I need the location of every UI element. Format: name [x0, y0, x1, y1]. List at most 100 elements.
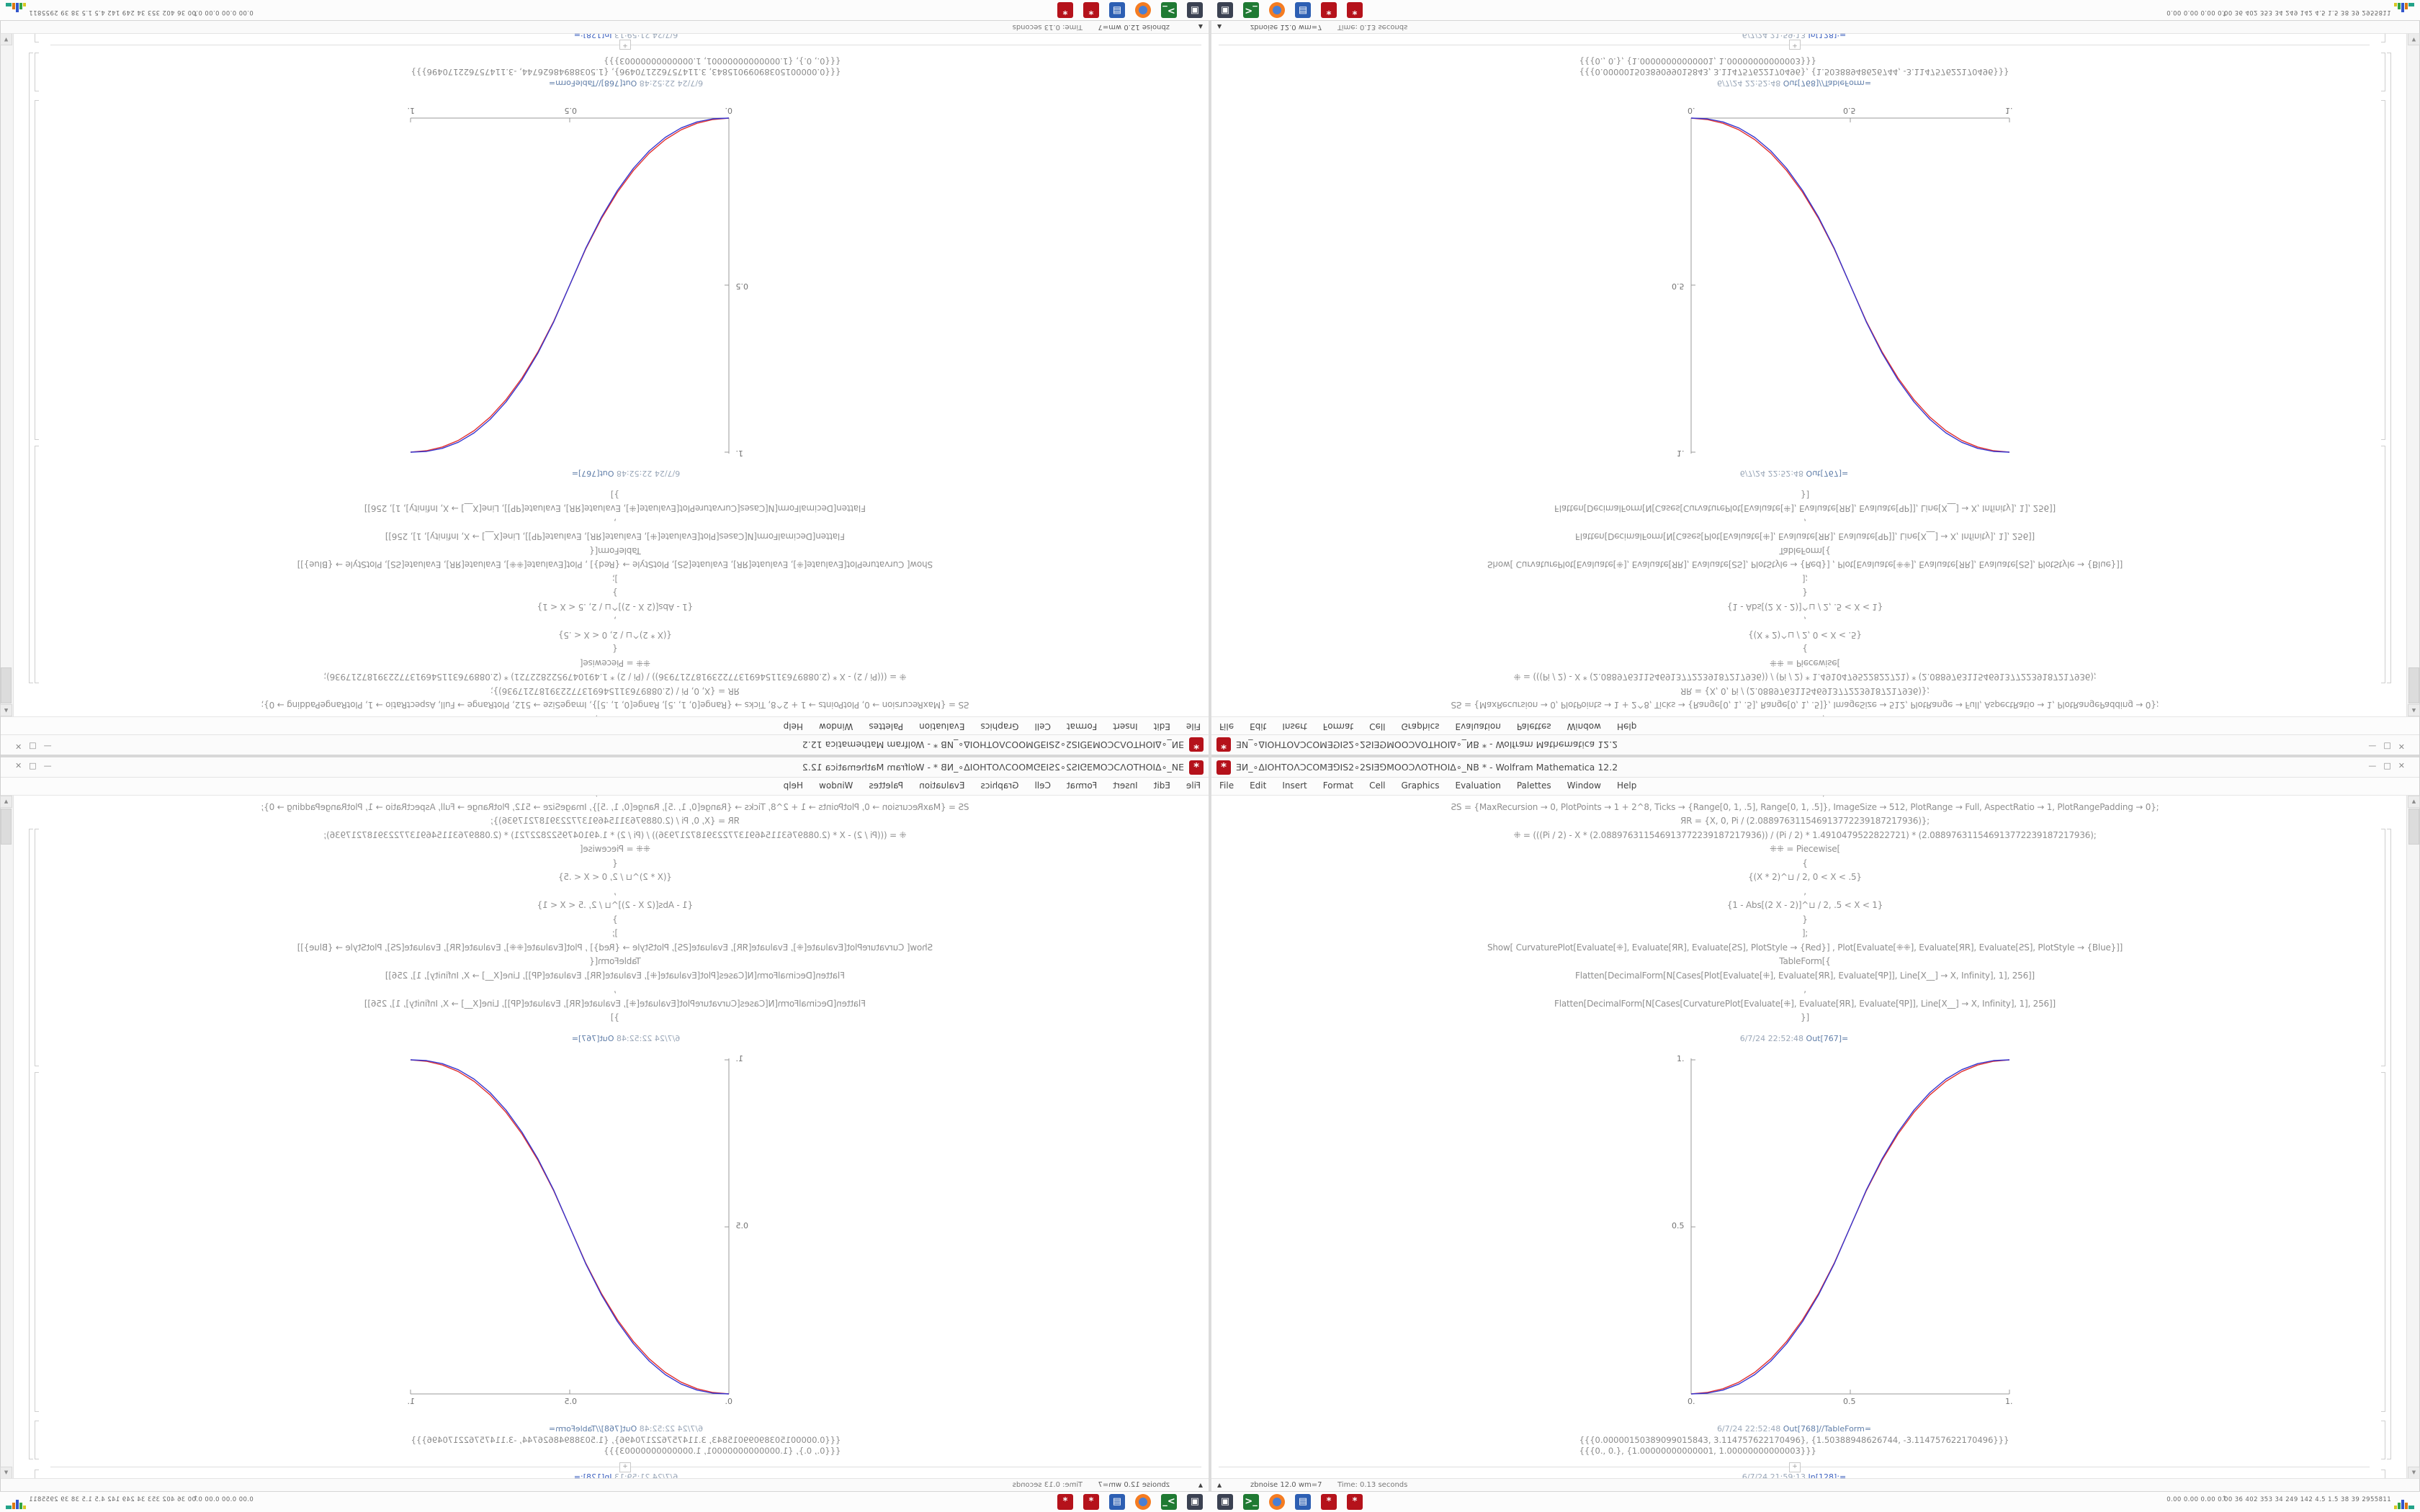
menu-item[interactable]: Evaluation — [1455, 721, 1501, 732]
code-line[interactable]: { — [1802, 858, 1808, 868]
code-line[interactable]: ⁜⁜ = Piecewise[ — [1770, 844, 1840, 854]
menu-item[interactable]: Edit — [1153, 780, 1170, 791]
code-line[interactable]: ⁜⁜ = Piecewise[ — [580, 658, 650, 668]
terminal-icon[interactable]: >_ — [1161, 2, 1177, 18]
menu-item[interactable]: Evaluation — [919, 780, 965, 791]
package-icon[interactable]: ▤ — [1295, 1494, 1311, 1510]
menu-item[interactable]: Graphics — [1401, 721, 1440, 732]
menu-item[interactable]: Format — [1066, 780, 1098, 791]
code-line[interactable]: ƧS = {MaxRecursion → 0, PlotPoints → 1 +… — [261, 700, 969, 711]
mathematica-icon[interactable]: * — [1321, 1494, 1337, 1510]
code-line[interactable]: ]; — [1801, 574, 1809, 584]
minimize-button[interactable]: — — [2368, 761, 2384, 770]
code-line[interactable]: , — [614, 616, 617, 626]
window-titlebar[interactable]: * ƎИ_∘ΔIOHTOΛƆCOMƎ⅁IS2∘2SIƎ⅁MOOƆΛOTHOIΔ∘… — [1, 734, 1209, 755]
mathematica-icon-2[interactable]: * — [1057, 1494, 1073, 1510]
mathematica-icon[interactable]: * — [1083, 1494, 1099, 1510]
scrollbar-thumb[interactable] — [1, 667, 12, 703]
menu-item[interactable]: Format — [1322, 780, 1354, 791]
code-line[interactable]: Flatten[DecimalForm[N[Cases[CurvaturePlo… — [364, 503, 866, 514]
code-line[interactable]: ⁜⁜ = Piecewise[ — [1770, 658, 1840, 668]
firefox-icon[interactable] — [1135, 2, 1151, 18]
code-line[interactable]: {1 - Abs[(2 X - 2)]^⊔ / 2, .5 < X < 1} — [1726, 900, 1883, 910]
scroll-up-arrow-icon[interactable]: ▲ — [2408, 796, 2420, 808]
code-line[interactable]: } — [1802, 588, 1808, 598]
input-cell[interactable]: ⊔ = 2.35;ƧS = {MaxRecursion → 0, PlotPoi… — [1233, 487, 2377, 716]
cell-bracket-group[interactable] — [2387, 53, 2391, 683]
code-line[interactable]: Flatten[DecimalForm[N[Cases[Plot[Evaluat… — [1575, 970, 2035, 981]
scrollbar-thumb[interactable] — [2408, 667, 2419, 703]
mathematica-icon-2[interactable]: * — [1347, 2, 1363, 18]
status-expander-triangle-icon[interactable]: ▲ — [1198, 1482, 1203, 1488]
mathematica-icon[interactable]: * — [1321, 2, 1337, 18]
menu-item[interactable]: Palettes — [869, 721, 904, 732]
window-titlebar[interactable]: * ƎИ_∘ΔIOHTOΛƆCOMƎ⅁IS2∘2SIƎ⅁MOOƆΛOTHOIΔ∘… — [1, 757, 1209, 778]
cell-bracket-out-768[interactable] — [2381, 1421, 2385, 1459]
menu-item[interactable]: Palettes — [1516, 780, 1551, 791]
menu-item[interactable]: Window — [819, 721, 853, 732]
window-titlebar[interactable]: * ƎИ_∘ΔIOHTOΛƆCOMƎ⅁IS2∘2SIƎ⅁MOOƆΛOTHOIΔ∘… — [1211, 757, 2419, 778]
menu-item[interactable]: Window — [1567, 721, 1601, 732]
menu-item[interactable]: Format — [1322, 721, 1354, 732]
scroll-up-arrow-icon[interactable]: ▲ — [0, 704, 12, 716]
cell-bracket-out-767[interactable] — [2381, 100, 2385, 440]
code-line[interactable]: }] — [1801, 1012, 1809, 1022]
menu-item[interactable]: Insert — [1282, 721, 1307, 732]
firefox-icon[interactable] — [1135, 1494, 1151, 1510]
code-line[interactable]: Flatten[DecimalForm[N[Cases[CurvaturePlo… — [1554, 503, 2056, 514]
code-line[interactable]: Flatten[DecimalForm[N[Cases[Plot[Evaluat… — [1575, 531, 2035, 542]
code-line[interactable]: {1 - Abs[(2 X - 2)]^⊔ / 2, .5 < X < 1} — [537, 900, 694, 910]
close-button[interactable]: ✕ — [8, 761, 22, 770]
close-button[interactable]: ✕ — [2398, 742, 2412, 751]
code-line[interactable]: ⊔ = 2.35; — [1233, 712, 2377, 716]
menu-item[interactable]: Cell — [1034, 780, 1051, 791]
menu-item[interactable]: Edit — [1250, 780, 1267, 791]
code-line[interactable]: Show[ CurvaturePlot[Evaluate[⁜], Evaluat… — [1487, 942, 2123, 953]
input-cell[interactable]: ⊔ = 2.35;ƧS = {MaxRecursion → 0, PlotPoi… — [43, 796, 1187, 1025]
terminal-icon[interactable]: >_ — [1161, 1494, 1177, 1510]
code-line[interactable]: Flatten[DecimalForm[N[Cases[Plot[Evaluat… — [385, 531, 845, 542]
package-icon[interactable]: ▤ — [1109, 2, 1125, 18]
minimize-button[interactable]: — — [36, 761, 52, 770]
menu-item[interactable]: Help — [783, 780, 804, 791]
insert-cell-plus-icon[interactable]: + — [1789, 40, 1801, 50]
code-line[interactable]: ƧS = {MaxRecursion → 0, PlotPoints → 1 +… — [261, 801, 969, 812]
menu-item[interactable]: File — [1186, 780, 1201, 791]
code-line[interactable]: Flatten[DecimalForm[N[Cases[CurvaturePlo… — [364, 998, 866, 1009]
code-line[interactable]: } — [612, 914, 618, 924]
cell-bracket-group[interactable] — [2387, 829, 2391, 1459]
cell-bracket-in-128[interactable] — [2381, 33, 2385, 42]
code-line[interactable]: {(X * 2)^⊔ / 2, 0 < X < .5} — [1748, 872, 1862, 882]
menu-item[interactable]: Graphics — [980, 721, 1019, 732]
code-line[interactable]: ƧS = {MaxRecursion → 0, PlotPoints → 1 +… — [1451, 700, 2159, 711]
code-line[interactable]: ]; — [1801, 928, 1809, 938]
maximize-button[interactable]: □ — [22, 761, 37, 770]
menu-item[interactable]: Cell — [1369, 780, 1386, 791]
insert-cell-plus-icon[interactable]: + — [619, 1462, 631, 1472]
menu-item[interactable]: Graphics — [980, 780, 1019, 791]
menu-item[interactable]: Edit — [1153, 721, 1170, 732]
input-cell[interactable]: ⊔ = 2.35;ƧS = {MaxRecursion → 0, PlotPoi… — [1233, 796, 2377, 1025]
code-line[interactable]: , — [1803, 518, 1806, 528]
computer-icon[interactable]: ▣ — [1187, 1494, 1203, 1510]
code-line[interactable]: ⁜ = (((Pi / 2) - X * (2.0889763115469137… — [323, 672, 907, 683]
menu-item[interactable]: Cell — [1034, 721, 1051, 732]
maximize-button[interactable]: □ — [22, 742, 37, 751]
menu-item[interactable]: Insert — [1113, 780, 1138, 791]
code-line[interactable]: {(X * 2)^⊔ / 2, 0 < X < .5} — [1748, 630, 1862, 640]
code-line[interactable]: Show[ CurvaturePlot[Evaluate[⁜], Evaluat… — [297, 942, 933, 953]
menu-item[interactable]: Evaluation — [919, 721, 965, 732]
computer-icon[interactable]: ▣ — [1217, 2, 1233, 18]
scrollbar-thumb[interactable] — [2408, 809, 2419, 845]
code-line[interactable]: {1 - Abs[(2 X - 2)]^⊔ / 2, .5 < X < 1} — [1726, 602, 1883, 612]
code-line[interactable]: ЯR = {X, 0, Pi / (2.08897631154691377223… — [1680, 686, 1930, 696]
input-cell[interactable]: ⊔ = 2.35;ƧS = {MaxRecursion → 0, PlotPoi… — [43, 487, 1187, 716]
menu-item[interactable]: File — [1219, 780, 1234, 791]
code-line[interactable]: { — [612, 858, 618, 868]
menu-item[interactable]: Palettes — [1516, 721, 1551, 732]
code-line[interactable]: , — [1803, 886, 1806, 896]
cell-bracket-out-767[interactable] — [35, 1072, 39, 1412]
cell-bracket-group[interactable] — [29, 53, 33, 683]
package-icon[interactable]: ▤ — [1109, 1494, 1125, 1510]
code-line[interactable]: TableForm[{ — [1779, 956, 1831, 966]
